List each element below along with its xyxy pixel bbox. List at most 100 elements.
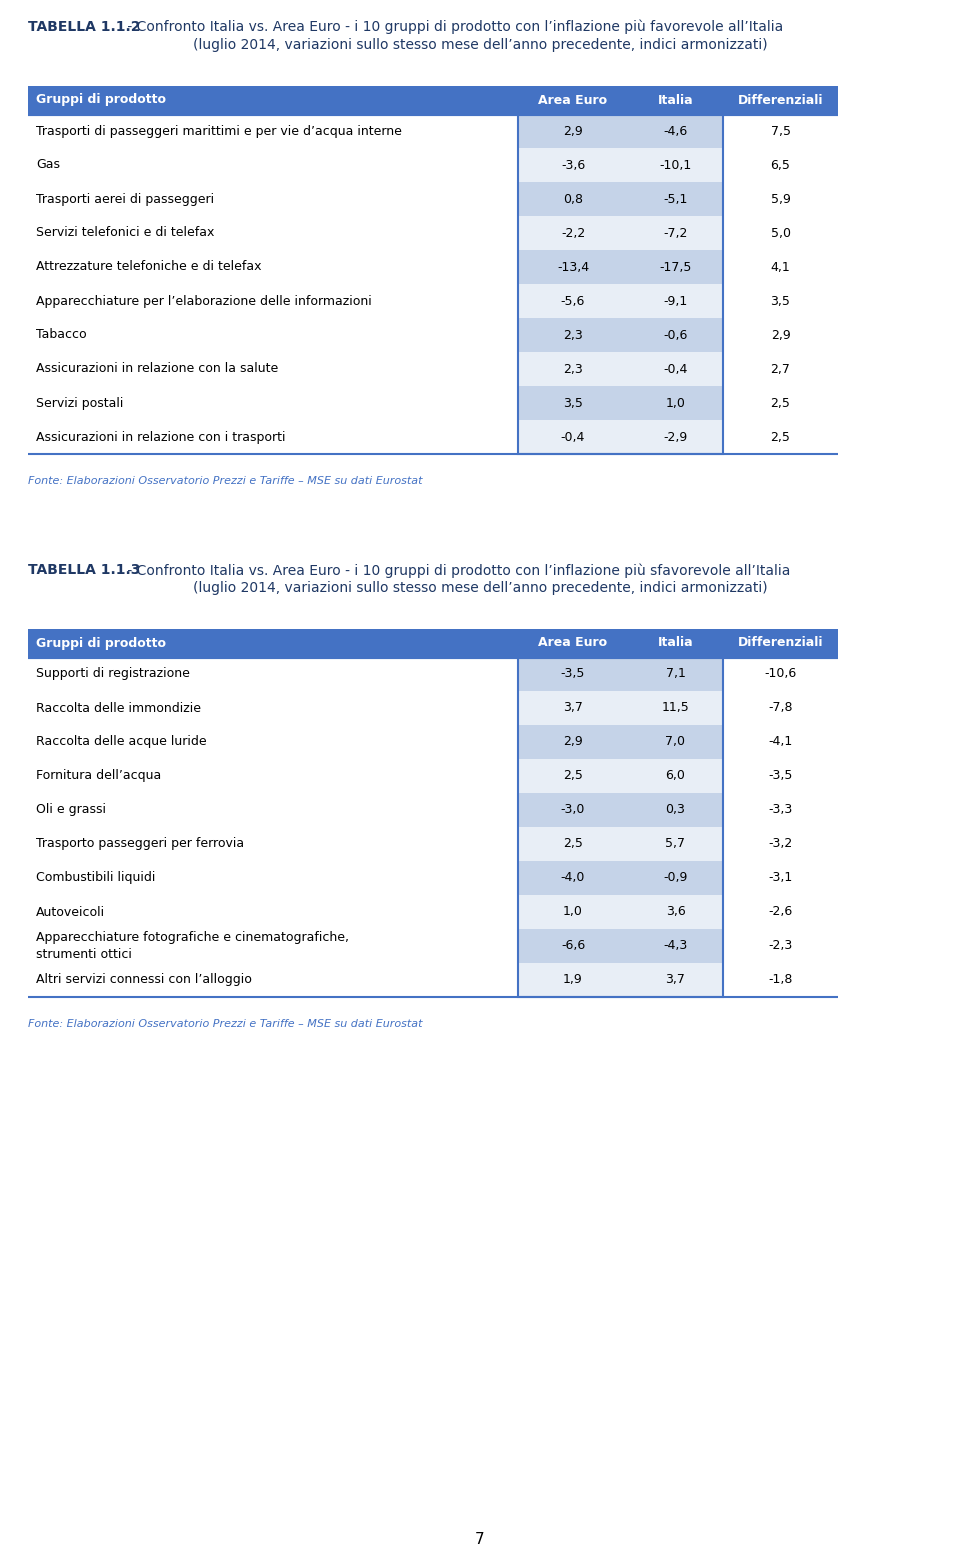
Text: 7: 7 — [475, 1532, 485, 1548]
Text: Altri servizi connessi con l’alloggio: Altri servizi connessi con l’alloggio — [36, 973, 252, 987]
Bar — [518, 690, 723, 725]
Text: 2,9: 2,9 — [564, 125, 583, 137]
Bar — [518, 386, 723, 420]
Text: 6,0: 6,0 — [665, 770, 685, 783]
Text: Gruppi di prodotto: Gruppi di prodotto — [36, 636, 166, 650]
Bar — [518, 319, 723, 351]
Text: -0,4: -0,4 — [663, 362, 687, 375]
Text: 7,5: 7,5 — [771, 125, 790, 137]
Bar — [518, 284, 723, 319]
Text: 1,0: 1,0 — [564, 906, 583, 918]
Text: -7,8: -7,8 — [768, 701, 793, 714]
Text: Apparecchiature per l’elaborazione delle informazioni: Apparecchiature per l’elaborazione delle… — [36, 295, 372, 308]
Text: -10,1: -10,1 — [660, 158, 691, 172]
Text: 3,5: 3,5 — [771, 295, 790, 308]
Bar — [518, 658, 723, 690]
Text: 0,8: 0,8 — [563, 192, 583, 206]
Text: Oli e grassi: Oli e grassi — [36, 803, 106, 817]
Text: -4,3: -4,3 — [663, 939, 687, 953]
Bar — [518, 114, 723, 148]
Text: Trasporti di passeggeri marittimi e per vie d’acqua interne: Trasporti di passeggeri marittimi e per … — [36, 125, 402, 137]
Bar — [518, 351, 723, 386]
Bar — [518, 759, 723, 793]
Bar — [518, 216, 723, 250]
Text: 2,5: 2,5 — [771, 397, 790, 409]
Text: Italia: Italia — [658, 94, 693, 106]
Text: Servizi postali: Servizi postali — [36, 397, 124, 409]
Text: -5,6: -5,6 — [561, 295, 586, 308]
Text: 5,0: 5,0 — [771, 226, 790, 239]
Bar — [518, 861, 723, 895]
Text: Raccolta delle acque luride: Raccolta delle acque luride — [36, 736, 206, 748]
Text: -0,9: -0,9 — [663, 872, 687, 884]
Bar — [518, 658, 723, 997]
Text: TABELLA 1.1.3: TABELLA 1.1.3 — [28, 562, 140, 576]
Text: 3,7: 3,7 — [564, 701, 583, 714]
Text: (luglio 2014, variazioni sullo stesso mese dell’anno precedente, indici armonizz: (luglio 2014, variazioni sullo stesso me… — [193, 581, 767, 595]
Text: Fonte: Elaborazioni Osservatorio Prezzi e Tariffe – MSE su dati Eurostat: Fonte: Elaborazioni Osservatorio Prezzi … — [28, 476, 422, 486]
Text: strumenti ottici: strumenti ottici — [36, 948, 132, 961]
Text: -3,2: -3,2 — [768, 837, 793, 850]
Text: -4,1: -4,1 — [768, 736, 793, 748]
Bar — [518, 725, 723, 759]
Text: 11,5: 11,5 — [661, 701, 689, 714]
Text: Trasporto passeggeri per ferrovia: Trasporto passeggeri per ferrovia — [36, 837, 244, 850]
Text: Italia: Italia — [658, 636, 693, 650]
Text: 2,7: 2,7 — [771, 362, 790, 375]
Bar — [518, 148, 723, 183]
Text: 3,5: 3,5 — [564, 397, 583, 409]
Text: Differenziali: Differenziali — [737, 94, 824, 106]
Text: 2,9: 2,9 — [771, 328, 790, 342]
Text: 0,3: 0,3 — [665, 803, 685, 817]
Text: -3,3: -3,3 — [768, 803, 793, 817]
Text: (luglio 2014, variazioni sullo stesso mese dell’anno precedente, indici armonizz: (luglio 2014, variazioni sullo stesso me… — [193, 37, 767, 52]
Text: Attrezzature telefoniche e di telefax: Attrezzature telefoniche e di telefax — [36, 261, 261, 273]
Text: TABELLA 1.1.2: TABELLA 1.1.2 — [28, 20, 140, 34]
Text: -2,9: -2,9 — [663, 431, 687, 444]
Text: Fonte: Elaborazioni Osservatorio Prezzi e Tariffe – MSE su dati Eurostat: Fonte: Elaborazioni Osservatorio Prezzi … — [28, 1018, 422, 1029]
Text: -0,6: -0,6 — [663, 328, 687, 342]
Text: 3,6: 3,6 — [665, 906, 685, 918]
Text: Autoveicoli: Autoveicoli — [36, 906, 106, 918]
Text: 2,5: 2,5 — [564, 837, 583, 850]
Text: 5,9: 5,9 — [771, 192, 790, 206]
Text: 2,3: 2,3 — [564, 328, 583, 342]
Text: 1,0: 1,0 — [665, 397, 685, 409]
Bar — [28, 629, 838, 658]
Text: Apparecchiature fotografiche e cinematografiche,: Apparecchiature fotografiche e cinematog… — [36, 931, 349, 945]
Text: 6,5: 6,5 — [771, 158, 790, 172]
Text: Tabacco: Tabacco — [36, 328, 86, 342]
Text: -10,6: -10,6 — [764, 667, 797, 681]
Text: Supporti di registrazione: Supporti di registrazione — [36, 667, 190, 681]
Text: -2,2: -2,2 — [561, 226, 586, 239]
Bar — [518, 183, 723, 216]
Text: -4,6: -4,6 — [663, 125, 687, 137]
Text: 7,0: 7,0 — [665, 736, 685, 748]
Text: Assicurazioni in relazione con i trasporti: Assicurazioni in relazione con i traspor… — [36, 431, 285, 444]
Text: Gruppi di prodotto: Gruppi di prodotto — [36, 94, 166, 106]
Text: Trasporti aerei di passeggeri: Trasporti aerei di passeggeri — [36, 192, 214, 206]
Text: -2,3: -2,3 — [768, 939, 793, 953]
Text: Differenziali: Differenziali — [737, 636, 824, 650]
Text: Assicurazioni in relazione con la salute: Assicurazioni in relazione con la salute — [36, 362, 278, 375]
Text: 2,5: 2,5 — [771, 431, 790, 444]
Bar — [518, 826, 723, 861]
Text: -0,4: -0,4 — [561, 431, 586, 444]
Text: Servizi telefonici e di telefax: Servizi telefonici e di telefax — [36, 226, 214, 239]
Bar — [518, 420, 723, 455]
Text: 7,1: 7,1 — [665, 667, 685, 681]
Text: -1,8: -1,8 — [768, 973, 793, 987]
Text: -13,4: -13,4 — [557, 261, 589, 273]
Text: -3,6: -3,6 — [561, 158, 586, 172]
Text: - Confronto Italia vs. Area Euro - i 10 gruppi di prodotto con l’inflazione più : - Confronto Italia vs. Area Euro - i 10 … — [123, 562, 790, 578]
Bar — [28, 86, 838, 114]
Text: Gas: Gas — [36, 158, 60, 172]
Text: Area Euro: Area Euro — [539, 94, 608, 106]
Text: -3,0: -3,0 — [561, 803, 586, 817]
Text: -3,5: -3,5 — [768, 770, 793, 783]
Text: -9,1: -9,1 — [663, 295, 687, 308]
Bar — [518, 929, 723, 964]
Bar — [518, 895, 723, 929]
Bar — [518, 250, 723, 284]
Bar — [518, 793, 723, 826]
